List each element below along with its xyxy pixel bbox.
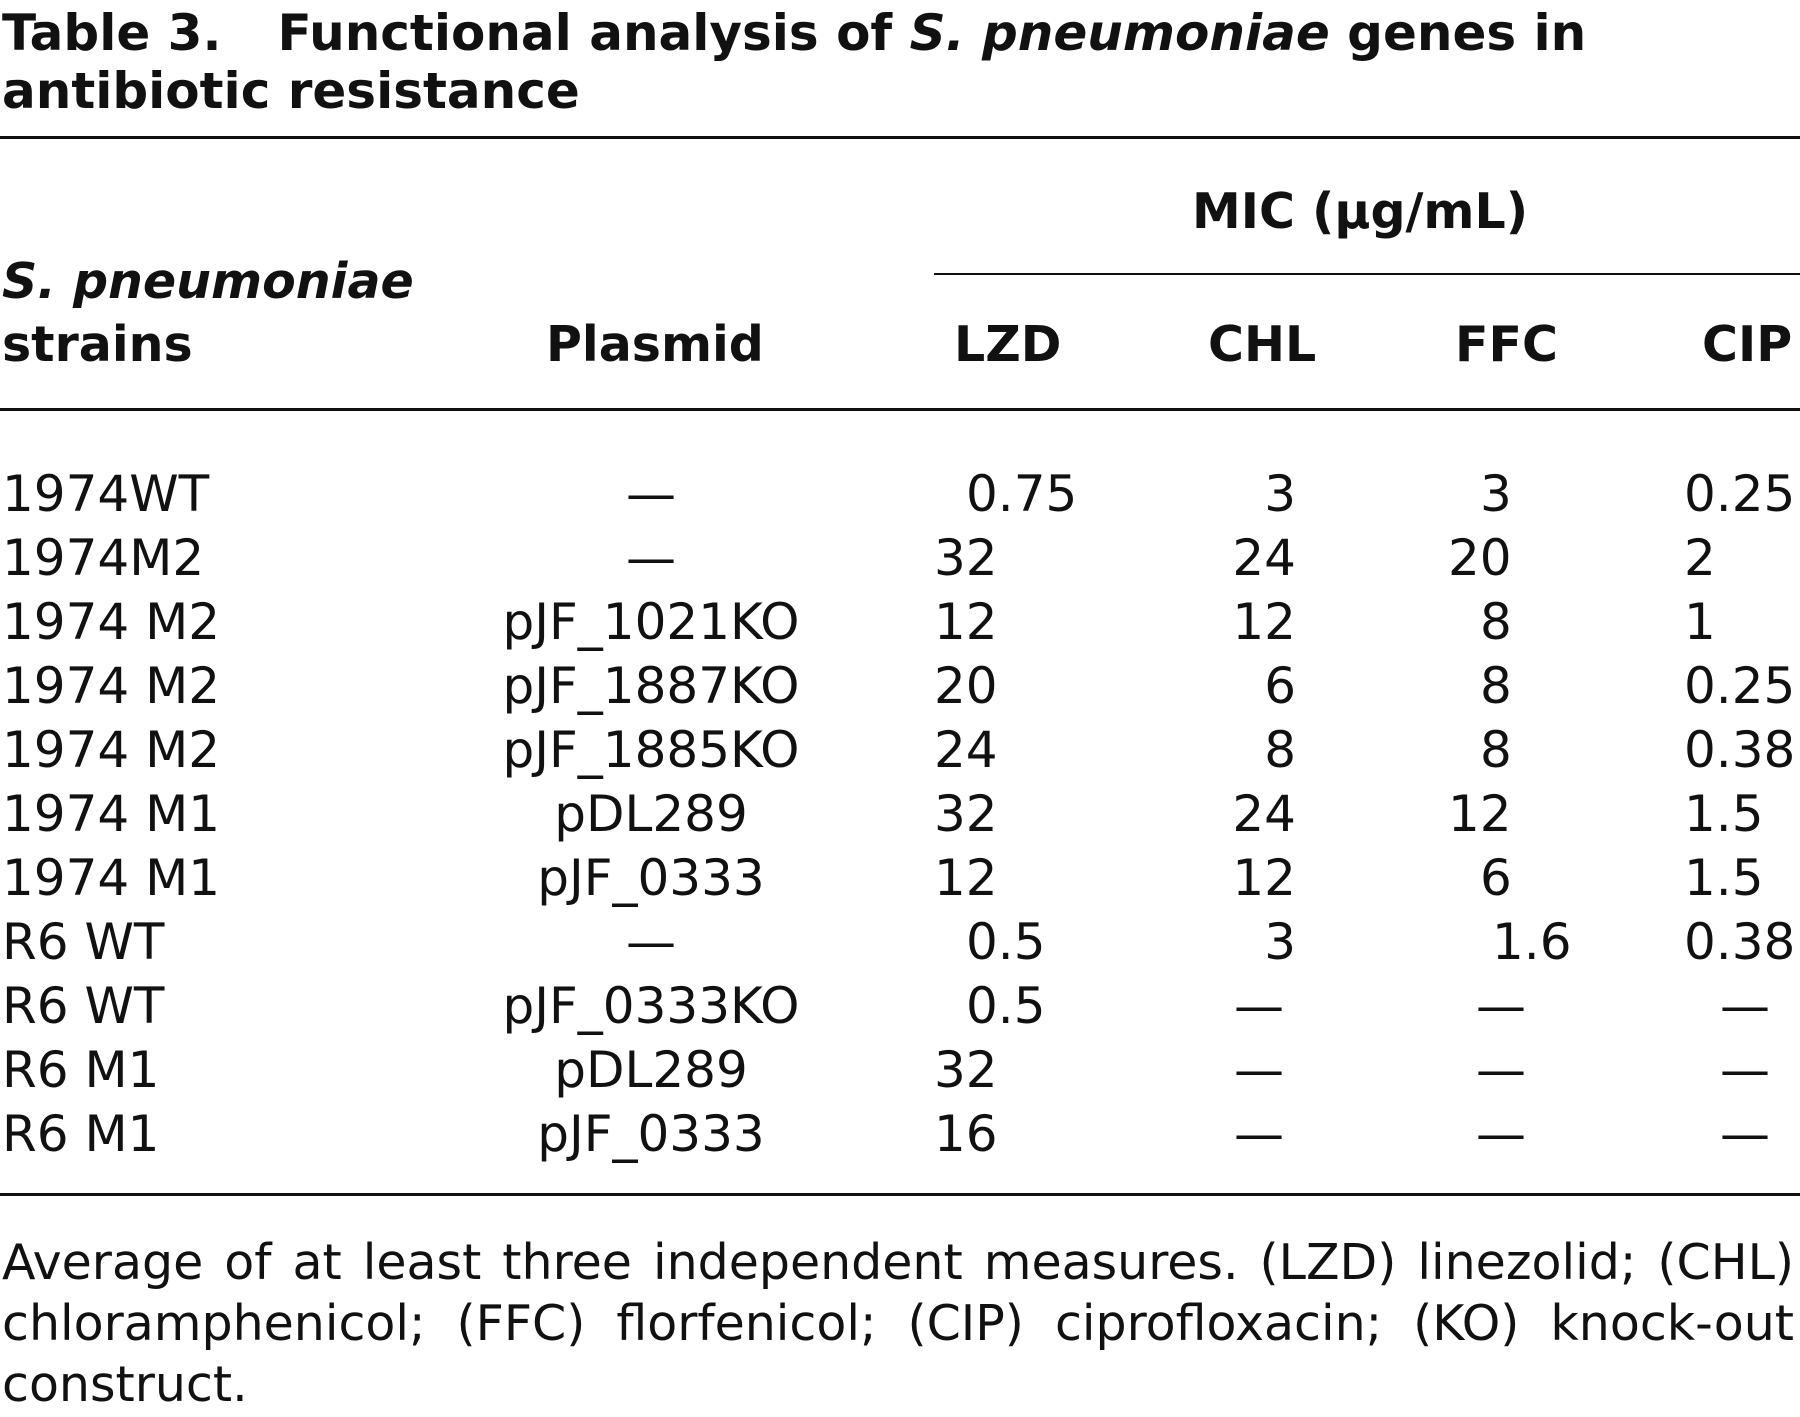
cell-strain: 1974 M1	[2, 785, 221, 843]
cell-ffc: —	[1476, 1041, 1526, 1099]
table-row: 1974 M1 pJF_0333 12 12 6 1.5	[0, 846, 1800, 910]
table-title: Table 3. Functional analysis of S. pneumo…	[2, 4, 1792, 120]
cell-plasmid: —	[626, 529, 676, 587]
cell-chl: 8	[1264, 721, 1296, 779]
cell-plasmid: —	[626, 465, 676, 523]
cell-chl: —	[1234, 977, 1284, 1035]
cell-plasmid: pJF_0333	[537, 1105, 765, 1163]
table-body: 1974WT — 0.75 3 3 0.25 1974M2 — 32 24 20 2 1974 M2 pJ…	[0, 462, 1800, 1166]
cell-cip: 0.25	[1684, 657, 1796, 715]
cell-lzd: 32	[934, 529, 998, 587]
table-row: R6 WT — 0.5 3 1.6 0.38	[0, 910, 1800, 974]
cell-ffc: 1.6	[1492, 913, 1572, 971]
cell-cip: —	[1720, 977, 1770, 1035]
cell-lzd: 12	[934, 593, 998, 651]
cell-strain: R6 WT	[2, 977, 165, 1035]
cell-lzd: 24	[934, 721, 998, 779]
cell-ffc: 20	[1448, 529, 1512, 587]
cell-cip: 0.38	[1684, 913, 1796, 971]
title-text-after: genes in antibiotic resistance	[2, 4, 1587, 120]
cell-strain: R6 M1	[2, 1105, 160, 1163]
cell-lzd: 32	[934, 1041, 998, 1099]
cell-strain: 1974WT	[2, 465, 210, 523]
title-organism: S. pneumoniae	[909, 4, 1330, 62]
cell-ffc: 12	[1448, 785, 1512, 843]
cell-cip: 1	[1684, 593, 1716, 651]
table-row: R6 M1 pDL289 32 — — —	[0, 1038, 1800, 1102]
cell-lzd: 0.5	[966, 913, 1046, 971]
cell-chl: 12	[1232, 849, 1296, 907]
cell-lzd: 32	[934, 785, 998, 843]
cell-cip: 1.5	[1684, 785, 1764, 843]
cell-lzd: 0.75	[966, 465, 1078, 523]
cell-ffc: 3	[1480, 465, 1512, 523]
cell-plasmid: pJF_0333KO	[502, 977, 800, 1035]
cell-plasmid: pDL289	[554, 785, 748, 843]
cell-ffc: 8	[1480, 593, 1512, 651]
cell-cip: —	[1720, 1041, 1770, 1099]
cell-lzd: 16	[934, 1105, 998, 1163]
header-plasmid: Plasmid	[546, 316, 764, 373]
cell-strain: 1974M2	[2, 529, 205, 587]
cell-chl: 3	[1264, 913, 1296, 971]
header-rule	[0, 408, 1800, 411]
cell-strain: R6 M1	[2, 1041, 160, 1099]
cell-ffc: 8	[1480, 721, 1512, 779]
cell-cip: 1.5	[1684, 849, 1764, 907]
table-row: 1974 M1 pDL289 32 24 12 1.5	[0, 782, 1800, 846]
cell-strain: 1974 M2	[2, 721, 221, 779]
cell-ffc: 6	[1480, 849, 1512, 907]
header-ffc: FFC	[1455, 316, 1558, 373]
cell-plasmid: pJF_1885KO	[502, 721, 800, 779]
table-label: Table 3.	[2, 4, 222, 62]
cell-plasmid: pDL289	[554, 1041, 748, 1099]
mic-group-rule	[934, 273, 1800, 275]
cell-ffc: —	[1476, 1105, 1526, 1163]
cell-chl: 6	[1264, 657, 1296, 715]
cell-strain: R6 WT	[2, 913, 165, 971]
cell-cip: 0.25	[1684, 465, 1796, 523]
table-footnote: Average of at least three independent me…	[2, 1234, 1794, 1413]
cell-chl: —	[1234, 1041, 1284, 1099]
header-cip: CIP	[1702, 316, 1793, 373]
cell-ffc: —	[1476, 977, 1526, 1035]
cell-strain: 1974 M2	[2, 593, 221, 651]
cell-lzd: 20	[934, 657, 998, 715]
cell-chl: 3	[1264, 465, 1296, 523]
header-mic-group: MIC (µg/mL)	[1192, 183, 1529, 240]
cell-plasmid: pJF_1021KO	[502, 593, 800, 651]
header-strain-line2: strains	[2, 316, 193, 373]
table-row: 1974 M2 pJF_1887KO 20 6 8 0.25	[0, 654, 1800, 718]
header-chl: CHL	[1208, 316, 1317, 373]
cell-plasmid: pJF_0333	[537, 849, 765, 907]
cell-plasmid: —	[626, 913, 676, 971]
cell-cip: 0.38	[1684, 721, 1796, 779]
top-rule	[0, 136, 1800, 139]
table-row: R6 M1 pJF_0333 16 — — —	[0, 1102, 1800, 1166]
cell-lzd: 0.5	[966, 977, 1046, 1035]
table-row: 1974 M2 pJF_1021KO 12 12 8 1	[0, 590, 1800, 654]
cell-cip: —	[1720, 1105, 1770, 1163]
cell-plasmid: pJF_1887KO	[502, 657, 800, 715]
table-row: 1974 M2 pJF_1885KO 24 8 8 0.38	[0, 718, 1800, 782]
cell-cip: 2	[1684, 529, 1716, 587]
table-row: 1974M2 — 32 24 20 2	[0, 526, 1800, 590]
cell-chl: 24	[1232, 785, 1296, 843]
title-text-before: Functional analysis of	[277, 4, 910, 62]
header-strain-line1: S. pneumoniae	[2, 253, 414, 310]
header-lzd: LZD	[954, 316, 1062, 373]
cell-ffc: 8	[1480, 657, 1512, 715]
cell-chl: 24	[1232, 529, 1296, 587]
cell-chl: 12	[1232, 593, 1296, 651]
bottom-rule	[0, 1193, 1800, 1196]
cell-strain: 1974 M2	[2, 657, 221, 715]
cell-chl: —	[1234, 1105, 1284, 1163]
cell-strain: 1974 M1	[2, 849, 221, 907]
table-row: R6 WT pJF_0333KO 0.5 — — —	[0, 974, 1800, 1038]
cell-lzd: 12	[934, 849, 998, 907]
table-row: 1974WT — 0.75 3 3 0.25	[0, 462, 1800, 526]
